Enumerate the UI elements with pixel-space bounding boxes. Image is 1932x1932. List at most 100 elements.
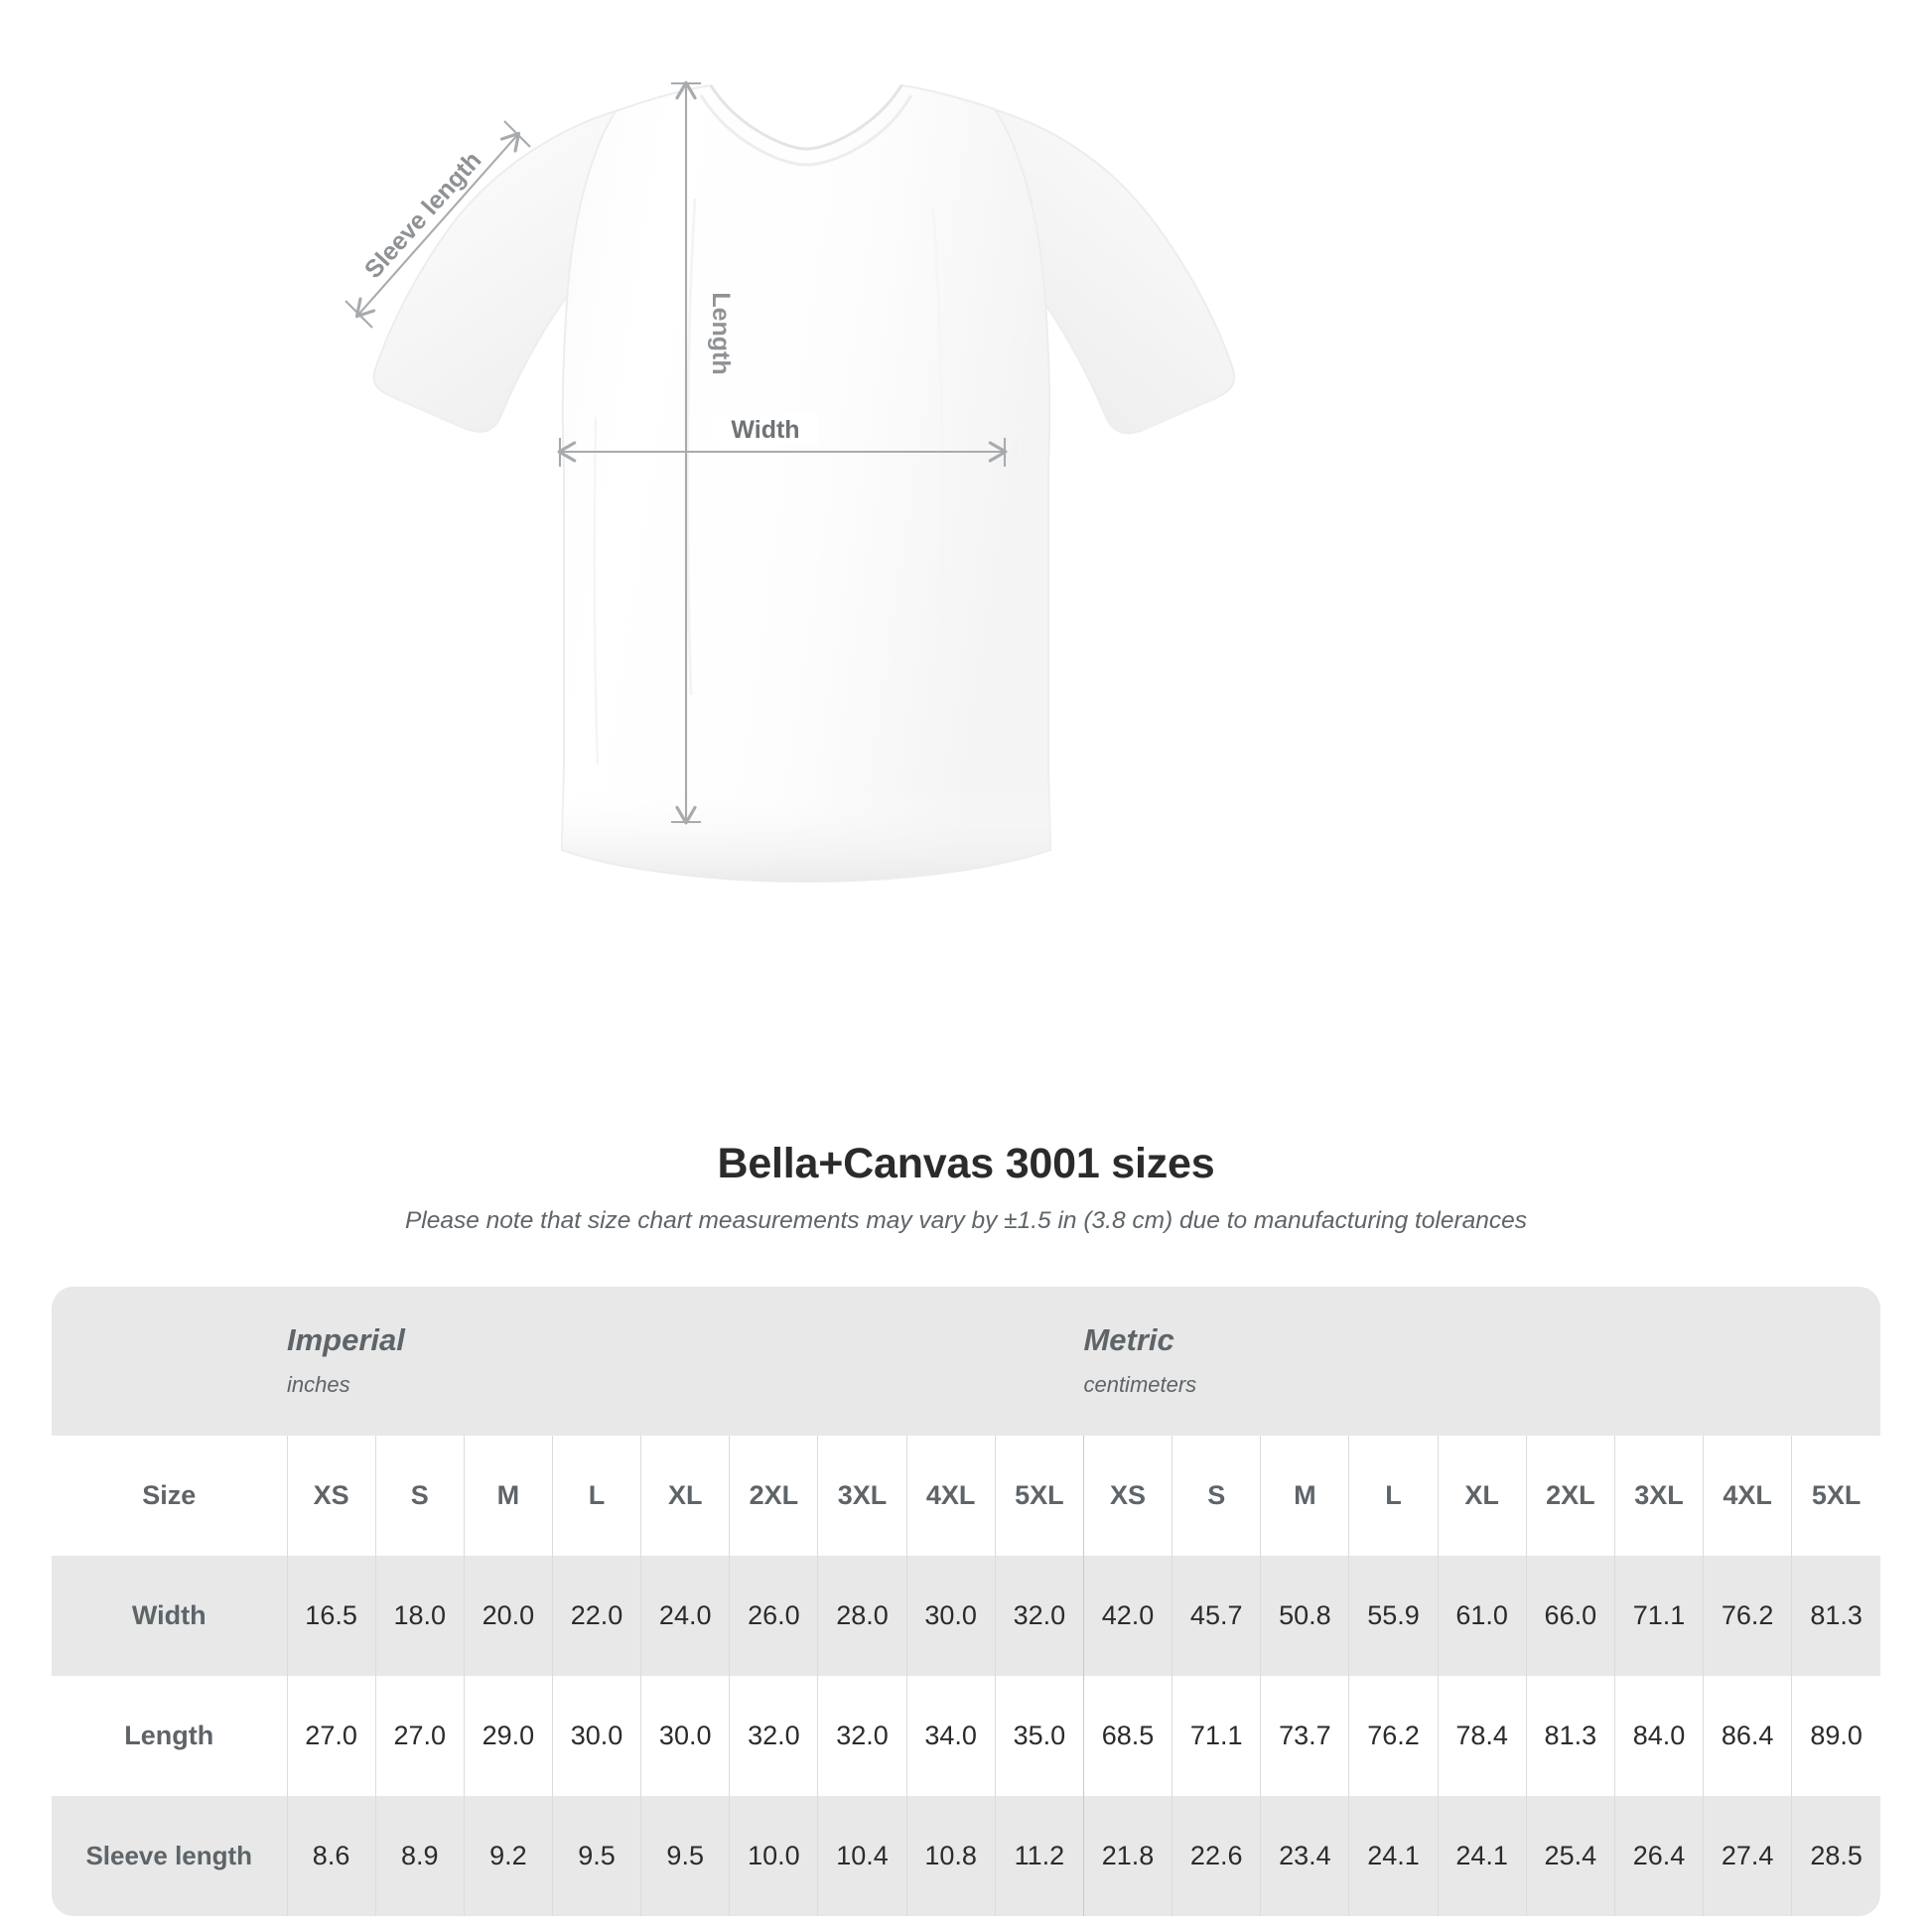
row-label-sleeve-length: Sleeve length <box>52 1796 287 1916</box>
cell-length-metric-4xl: 86.4 <box>1703 1676 1792 1796</box>
cell-width-imperial-2xl: 26.0 <box>729 1556 818 1676</box>
table-row: Sleeve length 8.6 8.9 9.2 9.5 9.5 10.0 1… <box>52 1796 1880 1916</box>
cell-width-metric-4xl: 76.2 <box>1703 1556 1792 1676</box>
unit-header-spacer <box>52 1287 287 1436</box>
cell-sleeve-metric-4xl: 27.4 <box>1703 1796 1792 1916</box>
cell-length-imperial-l: 30.0 <box>551 1676 641 1796</box>
unit-imperial-sub: inches <box>287 1372 350 1397</box>
size-col-imperial-2xl: 2XL <box>729 1436 818 1556</box>
size-col-imperial-xl: XL <box>640 1436 730 1556</box>
cell-length-metric-m: 73.7 <box>1260 1676 1349 1796</box>
cell-length-metric-xl: 78.4 <box>1437 1676 1527 1796</box>
cell-sleeve-metric-3xl: 26.4 <box>1613 1796 1704 1916</box>
cell-length-metric-s: 71.1 <box>1172 1676 1261 1796</box>
cell-sleeve-imperial-4xl: 10.8 <box>905 1796 996 1916</box>
cell-sleeve-imperial-3xl: 10.4 <box>817 1796 907 1916</box>
cell-length-imperial-4xl: 34.0 <box>905 1676 996 1796</box>
garment-diagram: Sleeve length Length Width <box>345 80 1236 884</box>
cell-length-metric-5xl: 89.0 <box>1791 1676 1880 1796</box>
cell-width-metric-3xl: 71.1 <box>1613 1556 1704 1676</box>
cell-sleeve-metric-s: 22.6 <box>1172 1796 1261 1916</box>
size-col-imperial-5xl: 5XL <box>994 1436 1084 1556</box>
width-annotation: Width <box>557 413 1008 467</box>
cell-sleeve-imperial-l: 9.5 <box>551 1796 641 1916</box>
size-chart-table: Imperial inches Metric centimeters Size … <box>52 1287 1880 1916</box>
cell-sleeve-imperial-xl: 9.5 <box>640 1796 730 1916</box>
size-col-metric-xl: XL <box>1437 1436 1527 1556</box>
cell-width-metric-m: 50.8 <box>1260 1556 1349 1676</box>
cell-sleeve-metric-m: 23.4 <box>1260 1796 1349 1916</box>
cell-sleeve-metric-xl: 24.1 <box>1437 1796 1527 1916</box>
cell-length-imperial-2xl: 32.0 <box>729 1676 818 1796</box>
cell-width-imperial-5xl: 32.0 <box>994 1556 1084 1676</box>
cell-length-imperial-xs: 27.0 <box>286 1676 376 1796</box>
unit-group-imperial: Imperial inches <box>287 1287 1084 1436</box>
cell-sleeve-metric-xs: 21.8 <box>1082 1796 1173 1916</box>
size-col-imperial-4xl: 4XL <box>905 1436 996 1556</box>
cell-length-metric-l: 76.2 <box>1348 1676 1439 1796</box>
tshirt-shape <box>372 83 1236 884</box>
size-col-imperial-l: L <box>551 1436 641 1556</box>
page-title: Bella+Canvas 3001 sizes <box>717 1140 1215 1187</box>
cell-width-metric-s: 45.7 <box>1172 1556 1261 1676</box>
size-header-label: Size <box>52 1436 287 1556</box>
size-col-metric-s: S <box>1172 1436 1261 1556</box>
cell-sleeve-metric-2xl: 25.4 <box>1525 1796 1615 1916</box>
cell-width-imperial-xs: 16.5 <box>286 1556 376 1676</box>
tolerance-note: Please note that size chart measurements… <box>404 1207 1528 1234</box>
unit-group-metric: Metric centimeters <box>1083 1287 1880 1436</box>
cell-width-imperial-l: 22.0 <box>551 1556 641 1676</box>
cell-sleeve-imperial-5xl: 11.2 <box>994 1796 1084 1916</box>
length-label: Length <box>707 292 735 374</box>
cell-width-imperial-s: 18.0 <box>374 1556 465 1676</box>
cell-width-metric-5xl: 81.3 <box>1791 1556 1880 1676</box>
cell-sleeve-imperial-s: 8.9 <box>374 1796 465 1916</box>
width-label: Width <box>731 416 799 444</box>
cell-width-imperial-xl: 24.0 <box>640 1556 730 1676</box>
cell-width-metric-2xl: 66.0 <box>1525 1556 1615 1676</box>
cell-sleeve-metric-5xl: 28.5 <box>1791 1796 1880 1916</box>
cell-sleeve-imperial-2xl: 10.0 <box>729 1796 818 1916</box>
cell-length-metric-3xl: 84.0 <box>1613 1676 1704 1796</box>
cell-width-metric-xl: 61.0 <box>1437 1556 1527 1676</box>
unit-imperial-name: Imperial <box>287 1322 405 1357</box>
cell-length-metric-2xl: 81.3 <box>1525 1676 1615 1796</box>
cell-width-metric-xs: 42.0 <box>1082 1556 1173 1676</box>
cell-length-imperial-xl: 30.0 <box>640 1676 730 1796</box>
size-header-row: Size XS S M L XL 2XL 3XL 4XL 5XL XS S M … <box>52 1436 1880 1556</box>
size-col-metric-4xl: 4XL <box>1703 1436 1792 1556</box>
unit-header-row: Imperial inches Metric centimeters <box>52 1287 1880 1436</box>
size-col-metric-l: L <box>1348 1436 1439 1556</box>
size-col-imperial-3xl: 3XL <box>817 1436 907 1556</box>
size-col-metric-m: M <box>1260 1436 1349 1556</box>
unit-metric-name: Metric <box>1083 1322 1174 1357</box>
size-col-imperial-m: M <box>463 1436 553 1556</box>
cell-width-imperial-3xl: 28.0 <box>817 1556 907 1676</box>
size-col-metric-3xl: 3XL <box>1613 1436 1704 1556</box>
cell-width-metric-l: 55.9 <box>1348 1556 1439 1676</box>
garment-illustration: Sleeve length Length Width <box>345 80 1236 884</box>
table-row: Width 16.5 18.0 20.0 22.0 24.0 26.0 28.0… <box>52 1556 1880 1676</box>
cell-length-metric-xs: 68.5 <box>1082 1676 1173 1796</box>
size-col-metric-xs: XS <box>1082 1436 1173 1556</box>
cell-length-imperial-m: 29.0 <box>463 1676 553 1796</box>
unit-metric-sub: centimeters <box>1083 1372 1197 1397</box>
cell-width-imperial-4xl: 30.0 <box>905 1556 996 1676</box>
cell-length-imperial-s: 27.0 <box>374 1676 465 1796</box>
row-label-length: Length <box>52 1676 287 1796</box>
size-col-metric-2xl: 2XL <box>1525 1436 1615 1556</box>
size-col-metric-5xl: 5XL <box>1791 1436 1880 1556</box>
size-col-imperial-xs: XS <box>286 1436 376 1556</box>
cell-length-imperial-5xl: 35.0 <box>994 1676 1084 1796</box>
size-col-imperial-s: S <box>374 1436 465 1556</box>
row-label-width: Width <box>52 1556 287 1676</box>
size-chart-table-wrap: Imperial inches Metric centimeters Size … <box>52 1287 1880 1916</box>
cell-sleeve-metric-l: 24.1 <box>1348 1796 1439 1916</box>
cell-length-imperial-3xl: 32.0 <box>817 1676 907 1796</box>
cell-width-imperial-m: 20.0 <box>463 1556 553 1676</box>
cell-sleeve-imperial-xs: 8.6 <box>286 1796 376 1916</box>
title-block: Bella+Canvas 3001 sizes Please note that… <box>0 1140 1932 1235</box>
cell-sleeve-imperial-m: 9.2 <box>463 1796 553 1916</box>
table-row: Length 27.0 27.0 29.0 30.0 30.0 32.0 32.… <box>52 1676 1880 1796</box>
